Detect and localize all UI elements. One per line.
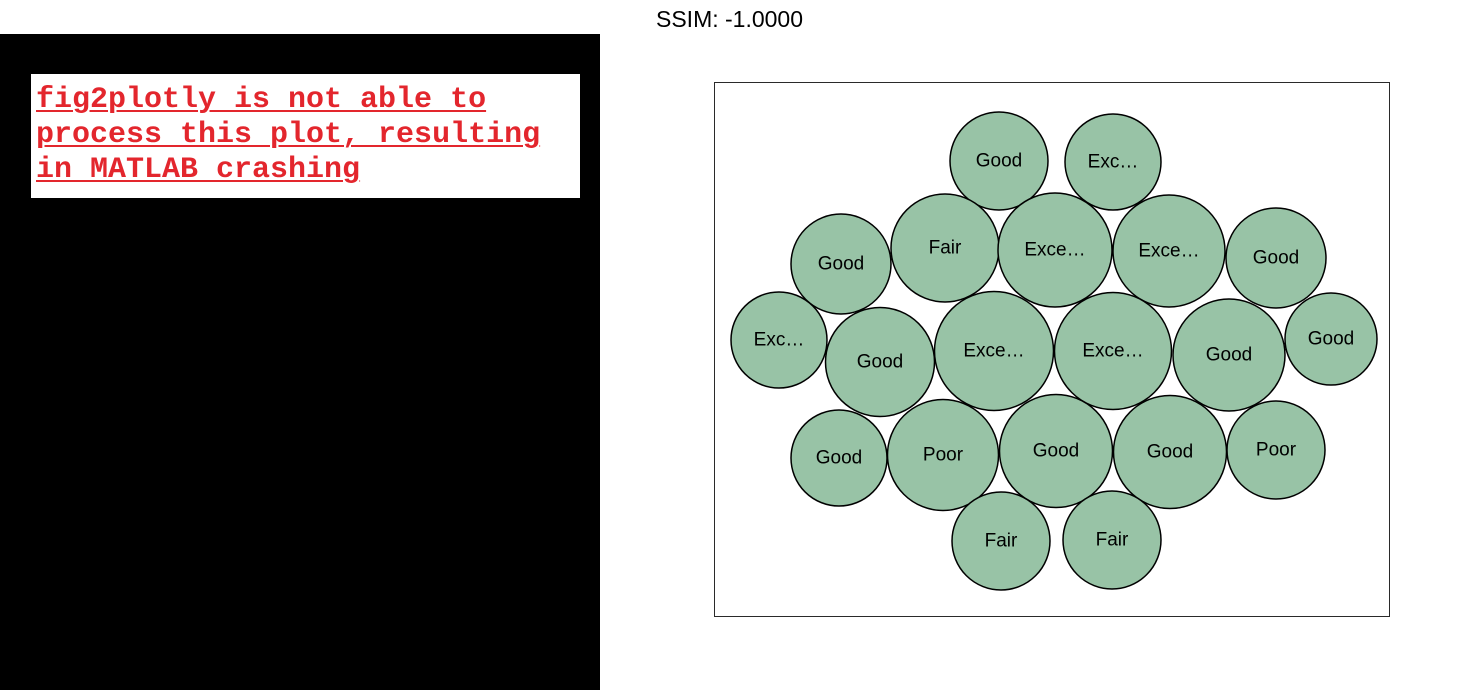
bubble [1062,490,1162,590]
bubble-label: Exce… [1082,341,1143,362]
bubble-label: Good [816,448,862,469]
bubble-label: Exce… [1024,240,1085,261]
bubble-chart-frame: Good Exc… Good Fair Exce… Exce… Good Exc… Good Ex… [714,82,1390,617]
bubble-chart: Good Exc… Good Fair Exce… Exce… Good Exc… Good Ex… [730,111,1378,591]
bubble [933,290,1055,412]
bubble-label: Exce… [963,341,1024,362]
bubble [824,306,936,418]
bubble [1225,207,1327,309]
bubble-label: Good [1147,442,1193,463]
bubble [1172,298,1286,412]
bubble-label: Good [976,151,1022,172]
error-message-box: fig2plotly is not able to process this p… [31,74,580,198]
bubble-label: Good [1033,441,1079,462]
bubble [998,393,1114,509]
bubble-label: Good [1253,248,1299,269]
bubble [949,111,1049,211]
bubble-label: Fair [1096,530,1129,551]
bubble [790,213,892,315]
bubble-label: Poor [1256,440,1297,461]
error-message: fig2plotly is not able to process this p… [36,83,541,187]
unsupported-plot-panel: fig2plotly is not able to process this p… [0,34,600,690]
ssim-score: SSIM: -1.0000 [656,6,804,32]
bubble [886,398,1000,512]
bubble [1053,291,1173,411]
bubble-label: Exc… [754,330,805,351]
bubble [1112,194,1226,308]
bubble [1226,400,1326,500]
bubble [997,192,1113,308]
bubble-label: Good [1308,329,1354,350]
bubble-label: Poor [923,445,964,466]
bubble-label: Good [818,254,864,275]
bubble-label: Good [857,352,903,373]
bubble [730,291,828,389]
bubble-label: Fair [985,531,1018,552]
bubble [1284,292,1378,386]
bubble-label: Exce… [1138,241,1199,262]
bubble-label: Good [1206,345,1252,366]
bubble-label: Fair [929,238,962,259]
bubble [1064,113,1162,211]
bubble [951,491,1051,591]
bubble-label: Exc… [1088,152,1139,173]
